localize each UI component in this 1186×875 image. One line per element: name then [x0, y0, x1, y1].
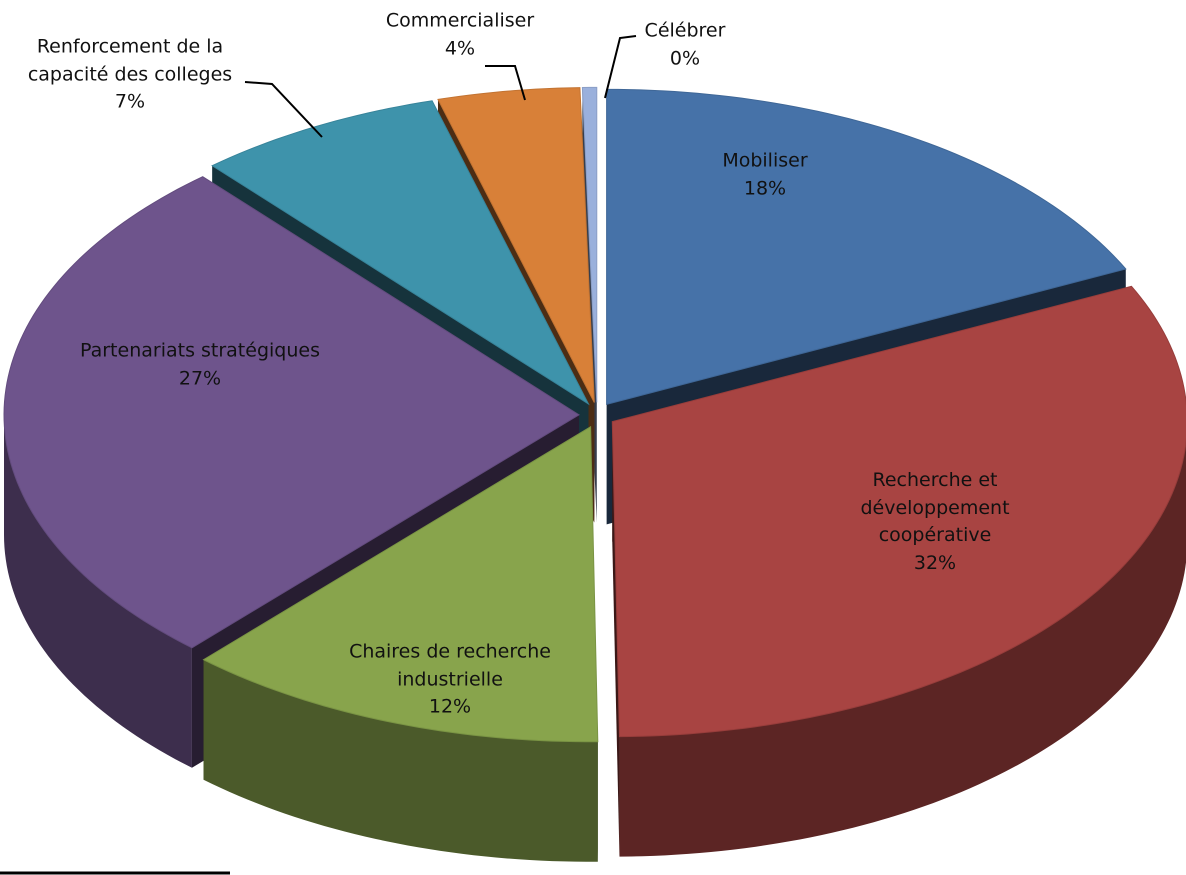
slice-wall	[203, 659, 598, 862]
value-label: 18%	[743, 177, 787, 199]
slice-label: Commercialiser 4%	[360, 7, 560, 62]
leader-line	[485, 65, 526, 101]
value-label: 27%	[178, 367, 222, 389]
slice	[611, 285, 1186, 738]
slice-label: Chaires de recherche industrielle 12%	[325, 639, 575, 722]
leader-line	[604, 35, 637, 99]
slice	[437, 87, 595, 403]
value-label: 32%	[913, 551, 957, 574]
category-label: Chaires de recherche industrielle	[349, 640, 551, 691]
slice	[3, 176, 580, 649]
value-label: 7%	[114, 90, 146, 113]
slice-label: Célébrer 0%	[625, 17, 745, 72]
category-label: Commercialiser	[385, 9, 535, 32]
slice-label: Renforcement de la capacité des colleges…	[5, 34, 255, 117]
value-label: 12%	[428, 695, 472, 718]
slice-label: Partenariats stratégiques 27%	[50, 337, 350, 392]
slice	[202, 425, 599, 743]
value-label: 4%	[444, 37, 476, 59]
slices	[3, 86, 1186, 862]
slice-wall	[4, 414, 192, 768]
category-label: Renforcement de la capacité des colleges	[27, 35, 233, 86]
slice-label: Recherche et développement coopérative 32…	[830, 467, 1040, 577]
slice	[211, 100, 590, 406]
slice-label: Mobiliser 18%	[665, 147, 865, 202]
category-label: Partenariats stratégiques	[80, 339, 320, 362]
slice	[606, 88, 1127, 405]
slice	[581, 86, 598, 403]
slice-side	[612, 421, 620, 857]
category-label: Célébrer	[644, 19, 726, 42]
slice-wall	[619, 442, 1186, 857]
value-label: 0%	[669, 47, 701, 69]
category-label: Recherche et développement coopérative	[860, 468, 1010, 546]
category-label: Mobiliser	[722, 149, 808, 172]
leader-line	[244, 81, 323, 138]
